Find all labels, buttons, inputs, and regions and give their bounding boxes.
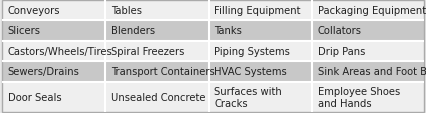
Text: Piping Systems: Piping Systems xyxy=(214,47,290,56)
Bar xyxy=(209,62,312,82)
Text: Filling Equipment: Filling Equipment xyxy=(214,6,301,16)
Bar xyxy=(106,1,209,21)
Bar xyxy=(312,41,424,62)
Bar xyxy=(106,82,209,112)
Text: Door Seals: Door Seals xyxy=(8,92,61,102)
Text: Packaging Equipment: Packaging Equipment xyxy=(318,6,426,16)
Text: Sink Areas and Foot Baths: Sink Areas and Foot Baths xyxy=(318,67,426,77)
Bar xyxy=(2,1,106,21)
Bar xyxy=(2,82,106,112)
Text: Collators: Collators xyxy=(318,26,362,36)
Bar xyxy=(312,1,424,21)
Text: Spiral Freezers: Spiral Freezers xyxy=(111,47,184,56)
Text: Conveyors: Conveyors xyxy=(8,6,60,16)
Bar xyxy=(209,41,312,62)
Text: Transport Containers: Transport Containers xyxy=(111,67,215,77)
Bar xyxy=(106,62,209,82)
Text: Drip Pans: Drip Pans xyxy=(318,47,365,56)
Text: HVAC Systems: HVAC Systems xyxy=(214,67,287,77)
Bar xyxy=(312,82,424,112)
Bar xyxy=(209,82,312,112)
Bar xyxy=(2,62,106,82)
Bar xyxy=(209,1,312,21)
Text: Sewers/Drains: Sewers/Drains xyxy=(8,67,80,77)
Bar xyxy=(2,41,106,62)
Bar xyxy=(312,21,424,41)
Text: Blenders: Blenders xyxy=(111,26,155,36)
Bar xyxy=(312,62,424,82)
Text: Slicers: Slicers xyxy=(8,26,40,36)
Bar xyxy=(106,41,209,62)
Bar xyxy=(106,21,209,41)
Text: Castors/Wheels/Tires: Castors/Wheels/Tires xyxy=(8,47,112,56)
Text: Surfaces with
Cracks: Surfaces with Cracks xyxy=(214,86,282,108)
Bar xyxy=(209,21,312,41)
Bar xyxy=(2,21,106,41)
Text: Unsealed Concrete: Unsealed Concrete xyxy=(111,92,205,102)
Text: Tanks: Tanks xyxy=(214,26,242,36)
Text: Tables: Tables xyxy=(111,6,142,16)
Text: Employee Shoes
and Hands: Employee Shoes and Hands xyxy=(318,86,400,108)
